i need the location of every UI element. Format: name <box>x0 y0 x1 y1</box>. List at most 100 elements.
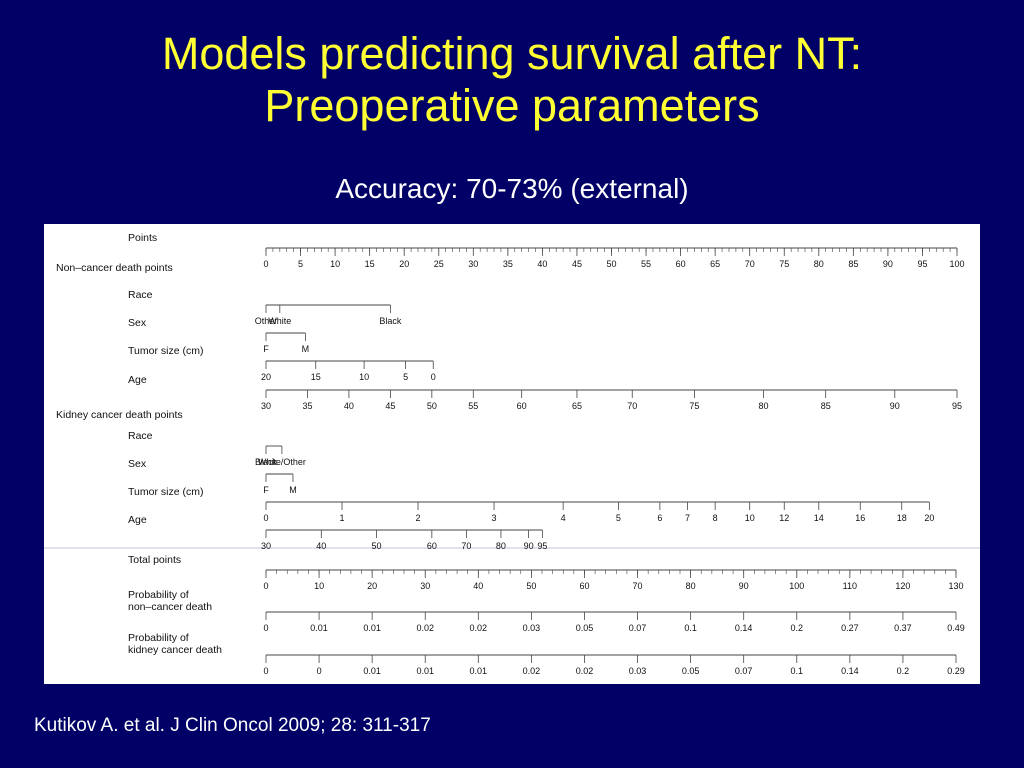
scale-10-tick-label-10: 90 <box>739 581 749 591</box>
scale-12-tick-label-4: 0.01 <box>416 666 434 676</box>
scale-4-tick-label-5: 0 <box>431 372 436 382</box>
scale-4-tick-label-2: 15 <box>311 372 321 382</box>
scale-11-tick-label-14: 0.49 <box>947 623 965 633</box>
scale-1-tick-label-19: 90 <box>883 259 893 269</box>
scale-10-tick-label-2: 10 <box>314 581 324 591</box>
scale-12-tick-label-12: 0.14 <box>841 666 859 676</box>
scale-7-tick-label-1: F <box>263 485 269 495</box>
scale-1-tick-label-12: 55 <box>641 259 651 269</box>
scale-9-tick-label-7: 90 <box>524 541 534 551</box>
scale-11-tick-label-5: 0.02 <box>470 623 488 633</box>
scale-8-tick-label-13: 16 <box>855 513 865 523</box>
scale-12-tick-label-2: 0 <box>317 666 322 676</box>
scale-8-tick-label-1: 0 <box>263 513 268 523</box>
scale-label-8: Tumor size (cm) <box>128 486 203 498</box>
scale-9-tick-label-5: 70 <box>461 541 471 551</box>
scale-label-10: Total points <box>128 554 181 566</box>
scale-10-tick-label-14: 130 <box>948 581 963 591</box>
slide-title-line-2: Preoperative parameters <box>264 80 760 131</box>
scale-1-tick-label-17: 80 <box>814 259 824 269</box>
scale-label-9: Age <box>128 514 147 526</box>
scale-9-tick-label-6: 80 <box>496 541 506 551</box>
scale-label-2: Race <box>128 289 153 301</box>
scale-label-12-line-1: Probability of <box>128 632 189 644</box>
scale-label-5: Age <box>128 374 147 386</box>
scale-12-tick-label-8: 0.03 <box>629 666 647 676</box>
scale-label-11-line-2: non–cancer death <box>128 601 212 613</box>
slide-title-line-1: Models predicting survival after NT: <box>161 28 863 79</box>
scale-4-tick-label-3: 10 <box>359 372 369 382</box>
scale-12-tick-label-10: 0.07 <box>735 666 753 676</box>
scale-1-tick-label-11: 50 <box>606 259 616 269</box>
scale-5-tick-label-13: 90 <box>890 401 900 411</box>
scale-5-tick-label-8: 65 <box>572 401 582 411</box>
scale-11-tick-label-9: 0.1 <box>684 623 697 633</box>
scale-8-tick-label-2: 1 <box>340 513 345 523</box>
scale-8-tick-label-15: 20 <box>924 513 934 523</box>
scale-6-tick-label-2: White/Other <box>258 457 306 467</box>
scale-12-tick-label-1: 0 <box>263 666 268 676</box>
scale-4-tick-label-4: 5 <box>403 372 408 382</box>
slide-title: Models predicting survival after NT: Pre… <box>0 28 1024 132</box>
scale-11-tick-label-13: 0.37 <box>894 623 912 633</box>
scale-8-tick-label-8: 7 <box>685 513 690 523</box>
section-label-2: Kidney cancer death points <box>56 409 183 421</box>
scale-1-tick-label-18: 85 <box>848 259 858 269</box>
scale-10-tick-label-5: 40 <box>473 581 483 591</box>
scale-1-tick-label-14: 65 <box>710 259 720 269</box>
scale-label-11-line-1: Probability of <box>128 589 189 601</box>
scale-9-tick-label-2: 40 <box>316 541 326 551</box>
scale-2-tick-label-1: Other <box>255 316 278 326</box>
scale-1-tick-label-10: 45 <box>572 259 582 269</box>
scale-10-tick-label-11: 100 <box>789 581 804 591</box>
scale-12-tick-label-11: 0.1 <box>791 666 804 676</box>
scale-12-tick-label-13: 0.2 <box>897 666 910 676</box>
scale-10-tick-label-1: 0 <box>263 581 268 591</box>
scale-8-tick-label-9: 8 <box>713 513 718 523</box>
scale-12-tick-label-9: 0.05 <box>682 666 700 676</box>
scale-6-tick-label-1: Black <box>255 457 278 467</box>
scale-10-tick-label-3: 20 <box>367 581 377 591</box>
scale-7-tick-label-2: M <box>289 485 297 495</box>
scale-9-tick-label-4: 60 <box>427 541 437 551</box>
scale-8-tick-label-4: 3 <box>492 513 497 523</box>
scale-10-tick-label-7: 60 <box>579 581 589 591</box>
scale-1-tick-label-20: 95 <box>917 259 927 269</box>
scale-10-tick-label-12: 110 <box>843 581 857 591</box>
scale-12-tick-label-6: 0.02 <box>523 666 541 676</box>
scale-2-tick-label-3: Black <box>379 316 402 326</box>
scale-5-tick-label-1: 30 <box>261 401 271 411</box>
scale-1-tick-label-8: 35 <box>503 259 513 269</box>
scale-10-tick-label-9: 80 <box>686 581 696 591</box>
scale-5-tick-label-2: 35 <box>302 401 312 411</box>
scale-1-tick-label-3: 10 <box>330 259 340 269</box>
scale-9-tick-label-3: 50 <box>372 541 382 551</box>
scale-5-tick-label-10: 75 <box>689 401 699 411</box>
scale-5-tick-label-5: 50 <box>427 401 437 411</box>
scale-5-tick-label-6: 55 <box>468 401 478 411</box>
scale-10-tick-label-13: 120 <box>895 581 910 591</box>
scale-11-tick-label-7: 0.05 <box>576 623 594 633</box>
nomogram-panel: Non–cancer death points Kidney cancer dea… <box>44 224 980 684</box>
scale-8-tick-label-14: 18 <box>897 513 907 523</box>
scale-11-tick-label-11: 0.2 <box>791 623 804 633</box>
scale-5-tick-label-4: 45 <box>385 401 395 411</box>
scale-12-tick-label-5: 0.01 <box>470 666 488 676</box>
scale-8-tick-label-5: 4 <box>561 513 566 523</box>
scale-5-tick-label-14: 95 <box>952 401 962 411</box>
scale-11-tick-label-8: 0.07 <box>629 623 647 633</box>
scale-5-tick-label-3: 40 <box>344 401 354 411</box>
section-label-1: Non–cancer death points <box>56 262 173 274</box>
scale-label-6: Race <box>128 430 153 442</box>
scale-12-tick-label-7: 0.02 <box>576 666 594 676</box>
citation: Kutikov A. et al. J Clin Oncol 2009; 28:… <box>34 715 431 736</box>
scale-4-tick-label-1: 20 <box>261 372 271 382</box>
scale-1-tick-label-13: 60 <box>676 259 686 269</box>
scale-11-tick-label-12: 0.27 <box>841 623 859 633</box>
scale-5-tick-label-12: 85 <box>821 401 831 411</box>
scale-11-tick-label-2: 0.01 <box>310 623 328 633</box>
scale-11-tick-label-6: 0.03 <box>523 623 541 633</box>
scale-5-tick-label-11: 80 <box>759 401 769 411</box>
scale-1-tick-label-4: 15 <box>365 259 375 269</box>
scale-8-tick-label-12: 14 <box>814 513 824 523</box>
